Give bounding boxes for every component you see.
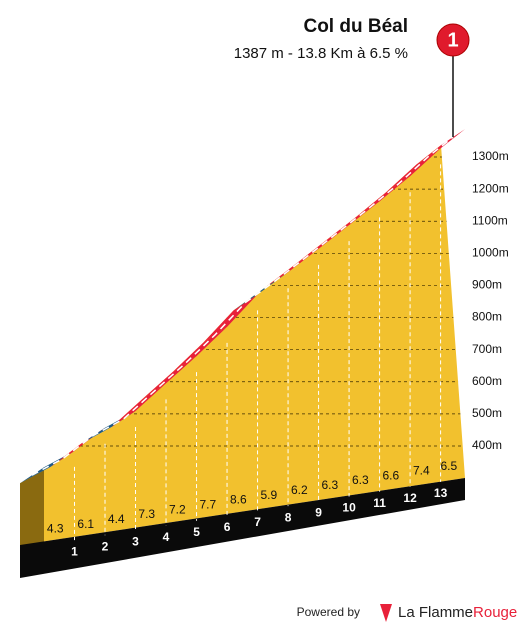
marker-circle xyxy=(436,23,470,57)
km-label: 3 xyxy=(132,535,139,549)
gradient-label: 6.3 xyxy=(352,473,369,487)
y-tick-label: 400m xyxy=(472,438,502,452)
gradient-label: 7.2 xyxy=(169,502,186,516)
km-label: 13.8 xyxy=(473,482,497,496)
km-label: 7 xyxy=(254,515,261,529)
km-label: 9 xyxy=(315,505,322,519)
marker-label: 1 xyxy=(447,29,458,51)
gradient-label: 6.1 xyxy=(77,517,94,531)
chart-subtitle: 1387 m - 13.8 Km à 6.5 % xyxy=(234,45,408,62)
gradient-label: 6.6 xyxy=(382,468,399,482)
gradient-label: 6.3 xyxy=(321,478,338,492)
km-label: 8 xyxy=(285,510,292,524)
gradient-label: 7.7 xyxy=(199,497,216,511)
y-tick-label: 1100m xyxy=(472,213,508,227)
km-label: 5 xyxy=(193,525,200,539)
brand-part: La Flamme xyxy=(398,604,473,621)
road-centerline xyxy=(31,136,454,476)
km-label: 13 xyxy=(434,486,448,500)
km-label: 12 xyxy=(403,491,417,505)
y-tick-label: 500m xyxy=(472,406,502,420)
km-label: 6 xyxy=(224,520,231,534)
brand-logo xyxy=(380,604,392,622)
km-label: 2 xyxy=(102,539,109,553)
gradient-label: 7.3 xyxy=(138,507,155,521)
road-segment xyxy=(111,383,167,427)
chart-title: Col du Béal xyxy=(303,16,408,37)
y-tick-label: 800m xyxy=(472,310,502,324)
climb-face xyxy=(20,145,465,545)
y-tick-label: 1300m xyxy=(472,149,509,163)
y-tick-label: 900m xyxy=(472,278,502,292)
gradient-label: 6.2 xyxy=(291,483,308,497)
y-tick-label: 700m xyxy=(472,342,502,356)
base-band xyxy=(20,478,465,578)
y-tick-label: 600m xyxy=(472,374,502,388)
front-block xyxy=(20,470,44,545)
gradient-label: 4.3 xyxy=(47,522,64,536)
gradient-label: 4.4 xyxy=(108,512,125,526)
powered-by: Powered by xyxy=(297,605,360,619)
km-label: 10 xyxy=(342,501,356,515)
road-segment xyxy=(386,148,441,193)
km-label: 1 xyxy=(71,544,78,558)
brand-part: Rouge xyxy=(473,604,517,621)
brand: La FlammeRouge xyxy=(398,604,517,621)
gradient-label: 6.5 xyxy=(440,459,457,473)
gradient-label: 5.9 xyxy=(260,488,277,502)
km-label: 11 xyxy=(373,496,386,510)
y-tick-label: 1000m xyxy=(472,246,509,260)
gradient-label: 7.4 xyxy=(413,463,430,477)
km-label: 4 xyxy=(163,530,170,544)
y-tick-label: 1200m xyxy=(472,181,509,195)
gradient-label: 8.6 xyxy=(230,493,247,507)
